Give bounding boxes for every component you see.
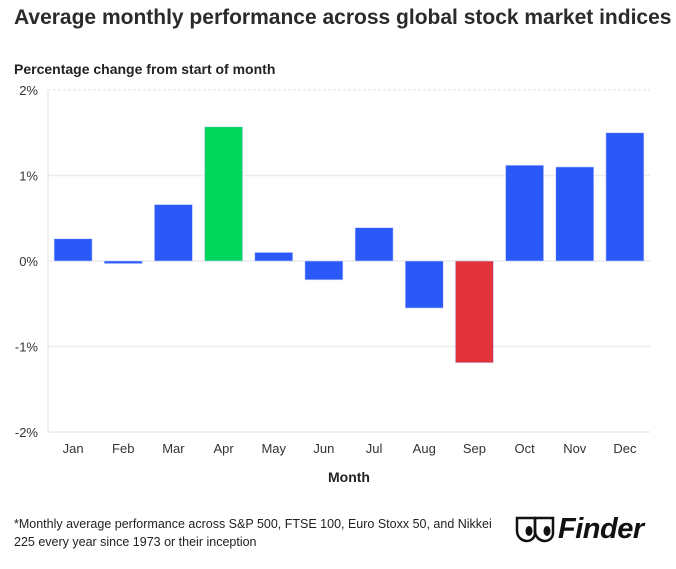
bar-nov (555, 166, 595, 262)
x-tick-label: Aug (413, 441, 436, 456)
finder-eyes-icon (515, 516, 555, 542)
x-tick-label: Mar (162, 441, 185, 456)
bar-feb (103, 260, 143, 264)
y-tick-label: 1% (19, 169, 38, 184)
x-axis-title: Month (328, 469, 370, 485)
y-axis-label: Percentage change from start of month (14, 61, 276, 77)
bar-mar (154, 204, 193, 262)
x-tick-label: Jun (313, 441, 334, 456)
bar-oct (505, 164, 544, 262)
y-tick-label: 0% (19, 254, 38, 269)
bar-may (254, 252, 294, 262)
y-tick-label: -1% (15, 340, 39, 355)
bar-dec (605, 132, 645, 262)
bar-jul (354, 227, 394, 262)
bar-sep (455, 260, 494, 364)
x-tick-label: Jan (63, 441, 84, 456)
x-tick-label: Apr (213, 441, 234, 456)
x-tick-label: Dec (613, 441, 637, 456)
x-tick-label: Jul (366, 441, 383, 456)
x-tick-label: Sep (463, 441, 486, 456)
bar-aug (404, 260, 444, 309)
x-tick-label: May (261, 441, 286, 456)
y-tick-label: -2% (15, 425, 39, 440)
y-tick-label: 2% (19, 83, 38, 98)
bar-chart: 2% 1% 0% -1% -2% Jan Feb Mar Apr May Jun Jul Aug Sep… (15, 83, 650, 485)
x-tick-label: Oct (514, 441, 535, 456)
bar-apr (204, 126, 243, 262)
finder-logo: Finder (515, 513, 644, 546)
x-tick-label: Feb (112, 441, 134, 456)
footnote: *Monthly average performance across S&P … (14, 517, 492, 549)
bar-jan (53, 238, 93, 262)
chart-title: Average monthly performance across globa… (14, 6, 672, 29)
logo-text: Finder (558, 513, 644, 545)
bar-jun (304, 260, 344, 281)
x-tick-label: Nov (563, 441, 587, 456)
